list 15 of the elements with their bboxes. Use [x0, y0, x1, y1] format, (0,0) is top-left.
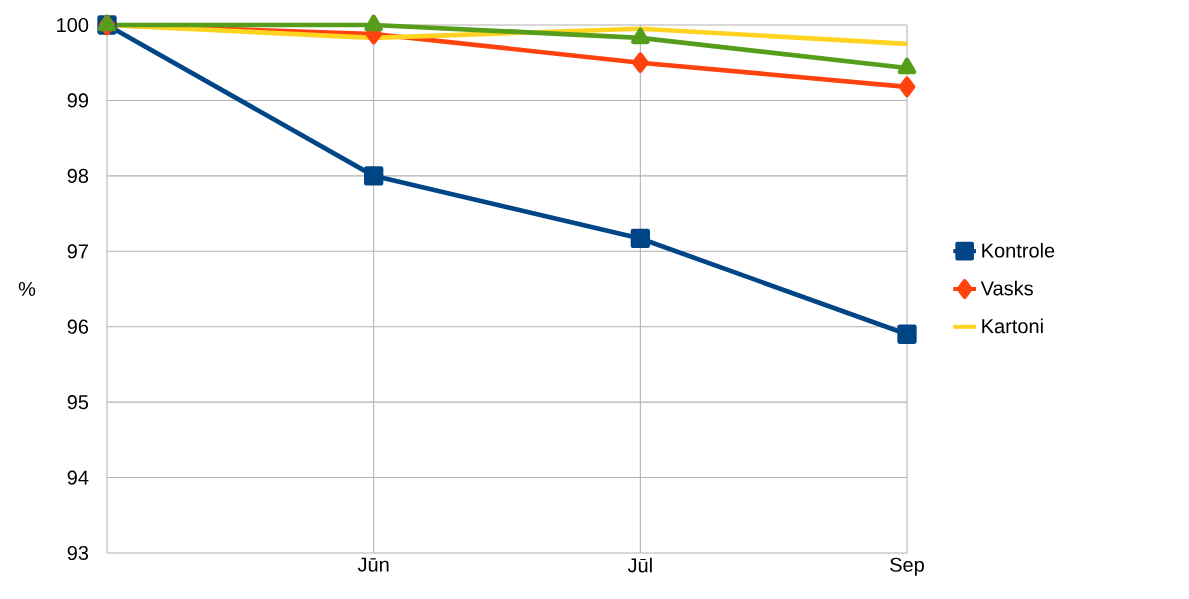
y-tick-label: 97 [67, 244, 88, 259]
y-tick-label: 98 [67, 168, 89, 183]
y-tick-label: 96 [67, 319, 89, 334]
x-tick-label: Jūn [357, 557, 389, 572]
y-tick-label: 99 [67, 93, 88, 108]
y-tick-label: 94 [67, 470, 89, 485]
legend-label: Kartoni [982, 318, 1043, 334]
y-tick-label: 100 [57, 17, 89, 33]
x-tick-label: Sep [890, 557, 924, 576]
y-tick-label: 95 [67, 395, 89, 410]
legend-label: Kontrole [982, 242, 1055, 258]
y-axis-title: % [18, 282, 36, 296]
legend-label: Vasks [980, 280, 1033, 296]
x-tick-label: Jūl [627, 557, 652, 573]
y-tick-label: 93 [67, 545, 89, 561]
